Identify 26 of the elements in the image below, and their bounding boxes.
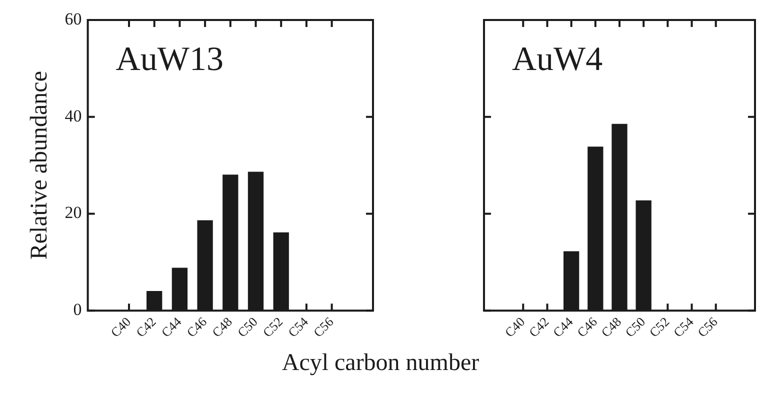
x-tick-label: C48 bbox=[598, 314, 624, 340]
y-tick-label: 0 bbox=[73, 300, 82, 320]
y-axis-title: Relative abundance bbox=[26, 71, 53, 260]
x-axis-title: Acyl carbon number bbox=[280, 350, 480, 377]
x-tick-label: C44 bbox=[158, 314, 185, 340]
x-tick-label: C50 bbox=[622, 314, 648, 340]
x-tick-label: C42 bbox=[526, 314, 552, 340]
x-tick-label: C46 bbox=[184, 314, 210, 340]
x-tick-label: C52 bbox=[260, 314, 286, 340]
x-tick-label: C54 bbox=[285, 314, 312, 340]
text: AuW13 bbox=[116, 40, 224, 78]
y-tick-label: 20 bbox=[64, 203, 82, 222]
x-tick-label: C56 bbox=[310, 314, 337, 340]
x-tick-label: C52 bbox=[646, 314, 672, 340]
x-tick-label: C48 bbox=[209, 314, 235, 340]
x-tick-label: C56 bbox=[694, 314, 721, 340]
x-tick-label: C50 bbox=[234, 314, 260, 340]
y-tick-label: 60 bbox=[64, 9, 82, 28]
x-tick-label: C44 bbox=[550, 314, 576, 340]
text: AuW4 bbox=[512, 40, 603, 78]
y-tick-label: 40 bbox=[64, 106, 82, 126]
x-tick-label: C40 bbox=[502, 314, 528, 340]
x-tick-label: C54 bbox=[670, 314, 697, 340]
x-tick-label: C42 bbox=[132, 314, 159, 340]
x-tick-label: C46 bbox=[574, 314, 600, 340]
x-tick-label: C40 bbox=[108, 314, 134, 340]
